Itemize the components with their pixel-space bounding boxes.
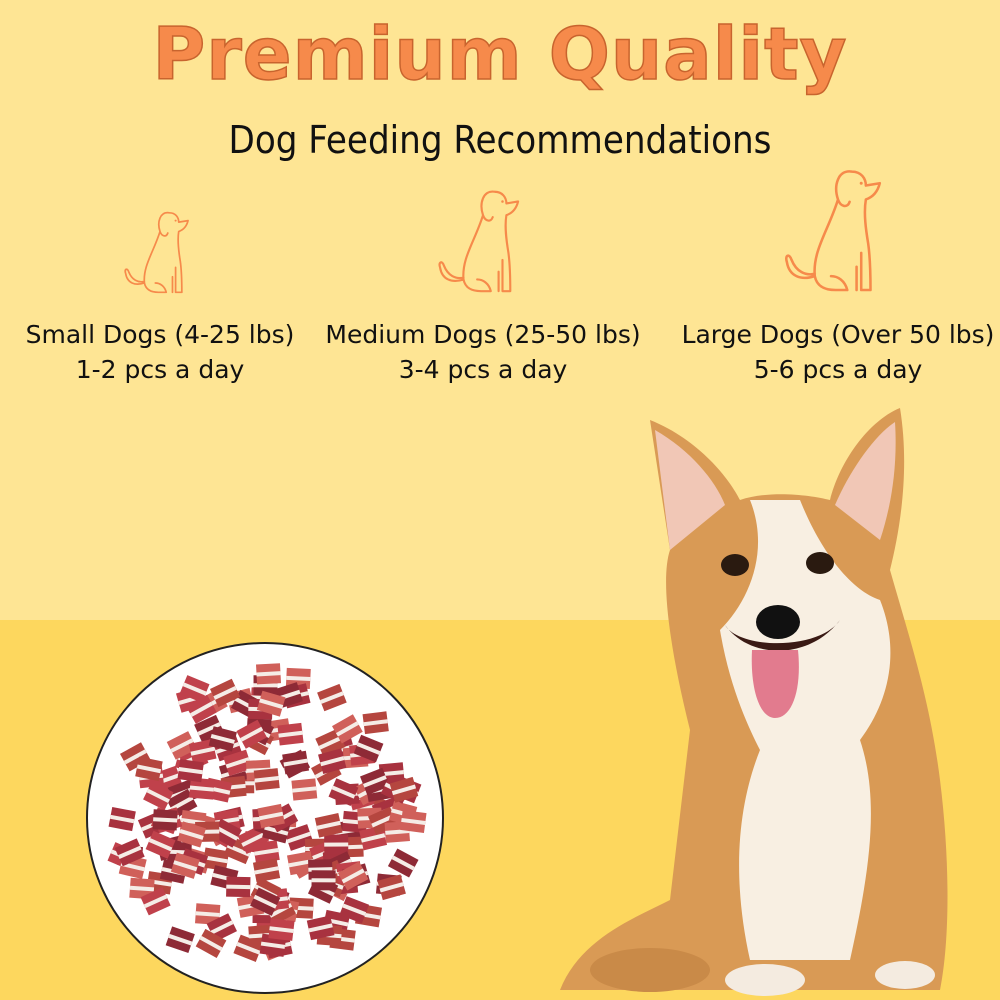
treat-stripe	[320, 691, 344, 704]
treat-stripe	[146, 788, 170, 804]
treat-stripe	[123, 749, 147, 765]
page-title: Premium Quality	[152, 11, 848, 97]
treat-stripe	[260, 941, 286, 949]
treat-stripe	[170, 738, 194, 753]
treat-stripe	[225, 757, 250, 769]
treat-stripe	[190, 746, 215, 756]
treat-stripe	[136, 764, 162, 774]
treat-stripe	[335, 721, 359, 737]
treat-stripe	[371, 814, 395, 828]
treat-stripe	[342, 903, 367, 916]
treat-stripe	[288, 859, 313, 868]
daily-amount: 1-2 pcs a day	[75, 355, 245, 384]
treat-stripe	[173, 860, 198, 872]
daily-amount: 3-4 pcs a day	[398, 355, 568, 384]
medium-dogs-recommendation: Medium Dogs (25-50 lbs) 3-4 pcs a day	[318, 160, 648, 387]
treat-stripe	[210, 920, 234, 935]
treat-stripe	[253, 894, 277, 909]
treat-stripe	[254, 848, 279, 856]
treat-stripe	[379, 770, 404, 777]
treat-stripe	[362, 775, 387, 788]
treat-stripe	[292, 786, 317, 793]
treat-stripe	[286, 675, 311, 682]
treat-stripe	[195, 911, 220, 917]
treat-stripe	[241, 832, 265, 847]
sitting-dog-icon	[124, 211, 189, 294]
treat-stripe	[287, 831, 312, 844]
treat-stripe	[283, 758, 308, 767]
treat-stripe	[259, 698, 284, 709]
treat-stripe	[110, 814, 135, 824]
treat-stripe	[199, 935, 223, 952]
treat-stripe	[203, 855, 228, 864]
treat-stripe	[278, 730, 303, 738]
treat-stripe	[308, 923, 333, 933]
treat-stripe	[363, 719, 388, 727]
sitting-dog-icon	[438, 190, 520, 293]
treat-stripe	[236, 942, 261, 955]
treat-stripe	[153, 817, 178, 823]
treat-stripe	[226, 884, 251, 890]
treat-stripe	[254, 776, 279, 783]
treat-stripe	[213, 686, 237, 700]
treat-stripe	[256, 671, 281, 677]
treat-stripe	[258, 811, 284, 821]
dog-size-label: Medium Dogs (25-50 lbs)	[325, 320, 641, 349]
treat-stripe	[269, 926, 294, 933]
treat-stripe	[189, 701, 213, 717]
treat-stripe	[182, 682, 207, 696]
large-dogs-recommendation: Large Dogs (Over 50 lbs) 5-6 pcs a day	[673, 160, 1000, 387]
treat-stripe	[178, 767, 203, 775]
treat-stripe	[254, 866, 279, 875]
treat-stripe	[168, 933, 193, 946]
treat-stripe	[320, 756, 345, 767]
treat-stripe	[197, 722, 221, 736]
treat-stripe	[143, 894, 168, 909]
dog-size-label: Small Dogs (4-25 lbs)	[25, 320, 295, 349]
treat-stripe	[385, 829, 410, 835]
treat-stripe	[379, 882, 404, 893]
page-subtitle: Dog Feeding Recommendations	[228, 118, 772, 162]
treat-stripe	[311, 878, 336, 883]
treat-stripe	[391, 855, 415, 871]
treat-stripe	[129, 885, 155, 892]
treat-stripe	[179, 829, 204, 840]
daily-amount: 5-6 pcs a day	[753, 355, 923, 384]
treat-stripe	[324, 842, 349, 847]
treat-stripe	[341, 868, 365, 884]
treat-stripe	[360, 833, 386, 843]
treat-stripe	[189, 785, 215, 792]
treat-stripe	[148, 838, 173, 852]
treat-stripe	[117, 845, 142, 859]
dog-size-label: Large Dogs (Over 50 lbs)	[681, 320, 995, 349]
plate-of-treats-image	[86, 642, 444, 994]
treat-stripe	[170, 795, 194, 811]
treat-stripe	[215, 825, 239, 841]
treat-stripe	[401, 817, 426, 826]
corgi-dog-image	[560, 408, 948, 996]
treat-stripe	[356, 742, 381, 755]
treat-stripe	[316, 820, 341, 830]
treat-stripe	[318, 735, 343, 750]
sitting-dog-icon	[785, 170, 882, 292]
treat-stripe	[240, 726, 264, 742]
treat-stripe	[391, 784, 417, 796]
treat-stripe	[253, 683, 278, 688]
treat-stripe	[210, 733, 235, 744]
small-dogs-recommendation: Small Dogs (4-25 lbs) 1-2 pcs a day	[0, 160, 325, 387]
treat-stripe	[331, 785, 356, 799]
